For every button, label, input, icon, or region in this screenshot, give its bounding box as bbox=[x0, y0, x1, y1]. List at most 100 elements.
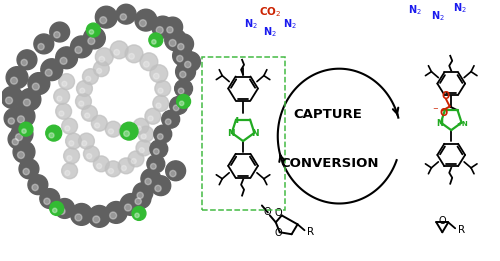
Circle shape bbox=[158, 88, 163, 93]
Text: O: O bbox=[442, 91, 450, 100]
Circle shape bbox=[34, 34, 54, 54]
Circle shape bbox=[141, 169, 161, 189]
Circle shape bbox=[166, 119, 171, 124]
Circle shape bbox=[144, 61, 149, 67]
Circle shape bbox=[28, 73, 50, 94]
Circle shape bbox=[59, 111, 64, 116]
Circle shape bbox=[84, 113, 89, 118]
Circle shape bbox=[10, 77, 18, 84]
Circle shape bbox=[120, 194, 142, 215]
Circle shape bbox=[96, 48, 113, 66]
Circle shape bbox=[180, 52, 201, 72]
Circle shape bbox=[86, 76, 90, 81]
Circle shape bbox=[6, 67, 28, 88]
Circle shape bbox=[114, 50, 119, 55]
Text: N$_2$: N$_2$ bbox=[244, 17, 258, 31]
Circle shape bbox=[138, 126, 154, 142]
Circle shape bbox=[128, 54, 134, 59]
Circle shape bbox=[76, 93, 92, 109]
Circle shape bbox=[154, 125, 172, 143]
Circle shape bbox=[110, 212, 116, 219]
Circle shape bbox=[106, 201, 127, 223]
Text: O: O bbox=[275, 228, 282, 238]
Circle shape bbox=[122, 165, 126, 171]
Circle shape bbox=[155, 185, 161, 192]
Text: :: : bbox=[235, 115, 240, 124]
Circle shape bbox=[141, 134, 146, 139]
Text: O: O bbox=[438, 216, 446, 226]
Circle shape bbox=[50, 201, 64, 215]
Circle shape bbox=[156, 27, 163, 34]
Circle shape bbox=[57, 96, 62, 101]
Text: N$_2$: N$_2$ bbox=[453, 1, 467, 15]
Text: N$_2$: N$_2$ bbox=[432, 9, 445, 23]
Circle shape bbox=[152, 40, 156, 44]
Circle shape bbox=[93, 216, 100, 223]
Circle shape bbox=[78, 101, 84, 106]
Circle shape bbox=[78, 133, 94, 149]
Circle shape bbox=[99, 56, 104, 62]
Circle shape bbox=[169, 39, 176, 46]
Circle shape bbox=[22, 129, 26, 133]
Circle shape bbox=[24, 99, 30, 106]
Circle shape bbox=[11, 123, 33, 145]
Circle shape bbox=[132, 206, 146, 220]
Circle shape bbox=[135, 198, 141, 205]
Circle shape bbox=[139, 148, 144, 153]
Text: CAPTURE: CAPTURE bbox=[293, 108, 362, 121]
Circle shape bbox=[96, 68, 102, 73]
Circle shape bbox=[149, 33, 163, 47]
Circle shape bbox=[135, 213, 140, 218]
Circle shape bbox=[154, 149, 159, 154]
Circle shape bbox=[38, 44, 44, 50]
Circle shape bbox=[156, 103, 161, 108]
Circle shape bbox=[86, 23, 101, 37]
Circle shape bbox=[69, 141, 74, 146]
Circle shape bbox=[70, 204, 92, 225]
Circle shape bbox=[82, 105, 98, 121]
Circle shape bbox=[136, 140, 152, 156]
Circle shape bbox=[178, 44, 184, 50]
Text: CO$_2$: CO$_2$ bbox=[258, 5, 281, 19]
Circle shape bbox=[96, 6, 117, 28]
Circle shape bbox=[140, 20, 146, 27]
Text: $^-$O: $^-$O bbox=[430, 106, 449, 118]
Circle shape bbox=[122, 131, 128, 136]
Circle shape bbox=[49, 133, 54, 138]
Circle shape bbox=[56, 47, 78, 69]
Circle shape bbox=[106, 161, 121, 177]
Circle shape bbox=[12, 139, 18, 145]
Circle shape bbox=[89, 30, 94, 34]
Circle shape bbox=[170, 170, 176, 177]
Circle shape bbox=[8, 129, 28, 149]
Circle shape bbox=[180, 71, 186, 78]
Circle shape bbox=[82, 141, 87, 146]
Circle shape bbox=[75, 46, 82, 54]
Circle shape bbox=[70, 36, 92, 58]
Circle shape bbox=[23, 168, 30, 175]
Text: N$_2$: N$_2$ bbox=[263, 25, 276, 39]
Circle shape bbox=[1, 87, 23, 108]
Circle shape bbox=[76, 81, 92, 97]
Circle shape bbox=[8, 118, 14, 124]
Circle shape bbox=[28, 175, 48, 195]
Circle shape bbox=[145, 108, 161, 124]
Circle shape bbox=[136, 126, 141, 131]
Circle shape bbox=[18, 152, 24, 158]
Circle shape bbox=[145, 178, 152, 185]
Circle shape bbox=[18, 116, 24, 123]
Text: N: N bbox=[252, 129, 259, 138]
Circle shape bbox=[58, 74, 74, 90]
Circle shape bbox=[86, 154, 92, 159]
Circle shape bbox=[150, 163, 156, 169]
Circle shape bbox=[13, 105, 35, 127]
Text: +N: +N bbox=[456, 121, 468, 127]
Circle shape bbox=[94, 123, 100, 128]
Circle shape bbox=[155, 81, 170, 97]
Circle shape bbox=[108, 169, 114, 174]
Circle shape bbox=[108, 129, 114, 134]
Circle shape bbox=[80, 88, 85, 93]
Circle shape bbox=[148, 116, 153, 121]
Circle shape bbox=[21, 59, 28, 66]
Circle shape bbox=[19, 88, 41, 110]
